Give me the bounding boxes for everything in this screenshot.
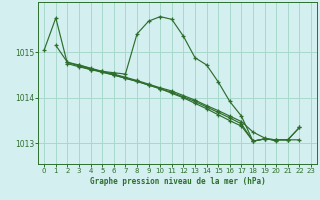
X-axis label: Graphe pression niveau de la mer (hPa): Graphe pression niveau de la mer (hPa): [90, 177, 266, 186]
